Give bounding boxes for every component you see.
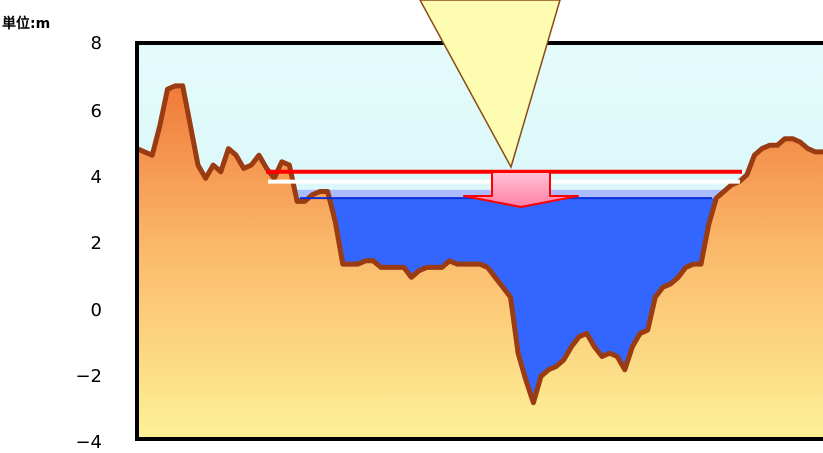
y-tick-label: 8 [91, 33, 102, 54]
y-tick-label: 6 [91, 101, 102, 122]
y-tick-label: 0 [91, 300, 102, 321]
water-level-arrow [463, 171, 579, 208]
y-tick-label: 2 [91, 233, 102, 254]
y-tick-label: −2 [75, 366, 102, 387]
y-tick-label: −4 [75, 432, 102, 453]
water-surface-band [137, 189, 823, 201]
ground-profile [137, 83, 823, 439]
y-tick-label: 4 [91, 167, 102, 188]
y-axis-ticks: 8 6 4 2 0 −2 −4 [75, 33, 102, 453]
pointer-beam [419, 0, 561, 169]
unit-label: 単位:m [2, 15, 50, 32]
